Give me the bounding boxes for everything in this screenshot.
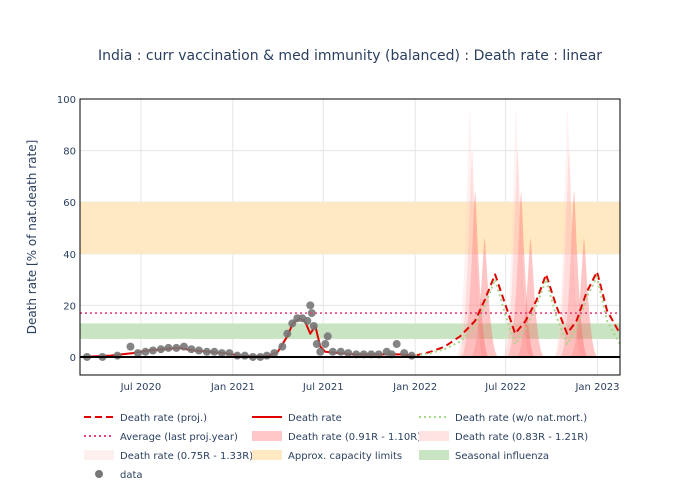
data-point xyxy=(312,340,321,349)
data-point xyxy=(172,343,181,352)
legend-swatch xyxy=(252,450,282,460)
x-tick-label: Jul 2021 xyxy=(302,382,344,393)
legend-label: Death rate xyxy=(288,413,342,424)
legend-item: Death rate xyxy=(252,413,342,424)
x-tick-label: Jul 2020 xyxy=(120,382,162,393)
data-point xyxy=(217,349,226,358)
plot-area: 0 20 40 60 80 100 Jul 2020 Jan 2021 Jul 2021 Jan … xyxy=(57,95,621,393)
data-point xyxy=(240,351,249,360)
series-line-death-rate-w-o-nat-mort- xyxy=(415,275,620,357)
data-point xyxy=(392,340,401,349)
legend-item: Death rate (0.75R - 1.33R) xyxy=(84,450,253,462)
uncertainty-envelope-1-1 xyxy=(503,150,532,357)
legend-label: Approx. capacity limits xyxy=(288,451,402,462)
x-tick-label: Jan 2023 xyxy=(574,382,619,393)
legend-swatch xyxy=(419,431,449,441)
legend-item: data xyxy=(95,470,143,481)
legend-label: Death rate (0.83R - 1.21R) xyxy=(455,432,588,443)
legend-label: Average (last proj.year) xyxy=(120,432,238,443)
data-point xyxy=(316,347,325,356)
plot-frame xyxy=(79,98,621,376)
legend-label: Death rate (w/o nat.mort.) xyxy=(455,413,587,424)
legend: Death rate (proj.) Death rate Death rate (… xyxy=(84,413,588,481)
y-tick-label: 20 xyxy=(63,301,76,312)
series-line-death-rate-proj- xyxy=(414,270,620,357)
data-point xyxy=(321,340,330,349)
data-point xyxy=(141,347,150,356)
data-point xyxy=(270,349,279,358)
data-point xyxy=(262,351,271,360)
data-point xyxy=(328,347,337,356)
data-point xyxy=(225,349,234,358)
uncertainty-envelope-2-0 xyxy=(455,109,484,357)
data-point xyxy=(187,345,196,354)
legend-swatch xyxy=(95,470,103,478)
data-point xyxy=(344,349,353,358)
data-point xyxy=(113,351,122,360)
legend-swatch xyxy=(84,450,114,460)
x-tick-label: Jan 2021 xyxy=(210,382,255,393)
data-point xyxy=(323,332,332,341)
data-point xyxy=(407,351,416,360)
y-tick-label: 40 xyxy=(63,250,76,261)
uncertainty-envelope-2-1 xyxy=(502,109,531,357)
data-point xyxy=(126,342,135,351)
uncertainty-envelope-0-2 xyxy=(507,191,536,357)
data-point xyxy=(306,301,315,310)
legend-swatch xyxy=(419,450,449,460)
legend-item: Average (last proj.year) xyxy=(84,432,238,443)
legend-item: Seasonal influenza xyxy=(419,450,549,462)
legend-label: Death rate (0.91R - 1.10R) xyxy=(288,432,421,443)
y-axis-label: Death rate [% of nat.death rate] xyxy=(25,140,39,335)
plot-clip-group xyxy=(80,109,620,361)
y-tick-label: 80 xyxy=(63,147,76,158)
data-point xyxy=(283,329,292,338)
uncertainty-envelope-0-4 xyxy=(560,191,589,357)
data-point xyxy=(156,345,165,354)
data-point xyxy=(309,321,318,330)
data-point xyxy=(194,346,203,355)
y-tick-label: 100 xyxy=(57,95,76,106)
x-tick-label: Jul 2022 xyxy=(484,382,526,393)
chart-title: India : curr vaccination & med immunity … xyxy=(98,48,602,64)
legend-item: Death rate (0.83R - 1.21R) xyxy=(419,431,588,443)
uncertainty-envelope-0-1 xyxy=(470,238,499,357)
uncertainty-envelope-1-2 xyxy=(555,150,584,357)
data-point xyxy=(133,349,142,358)
data-point xyxy=(336,347,345,356)
uncertainty-envelope-2-2 xyxy=(553,109,582,357)
legend-item: Approx. capacity limits xyxy=(252,450,402,462)
data-point xyxy=(179,342,188,351)
legend-item: Death rate (proj.) xyxy=(84,413,207,424)
legend-label: Seasonal influenza xyxy=(455,451,549,462)
legend-label: Death rate (0.75R - 1.33R) xyxy=(120,451,253,462)
y-tick-label: 60 xyxy=(63,198,76,209)
band-1 xyxy=(80,323,620,339)
legend-label: data xyxy=(120,470,143,481)
legend-label: Death rate (proj.) xyxy=(120,413,207,424)
x-tick-label: Jan 2022 xyxy=(392,382,437,393)
data-point xyxy=(400,349,409,358)
data-point xyxy=(288,319,297,328)
legend-item: Death rate (0.91R - 1.10R) xyxy=(252,431,421,443)
uncertainty-envelope-0-0 xyxy=(461,191,490,357)
data-point xyxy=(233,351,242,360)
data-point xyxy=(303,316,312,325)
data-point xyxy=(202,347,211,356)
band-0 xyxy=(80,202,620,254)
legend-swatch xyxy=(252,431,282,441)
data-point xyxy=(164,343,173,352)
uncertainty-envelope-0-3 xyxy=(516,238,545,357)
data-point xyxy=(210,347,219,356)
uncertainty-envelope-1-0 xyxy=(458,150,487,357)
y-tick-label: 0 xyxy=(70,353,76,364)
data-point xyxy=(148,346,157,355)
legend-item: Death rate (w/o nat.mort.) xyxy=(419,413,587,424)
data-point xyxy=(278,342,287,351)
